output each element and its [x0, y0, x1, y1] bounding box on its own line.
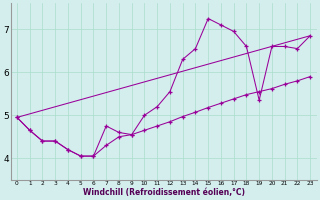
X-axis label: Windchill (Refroidissement éolien,°C): Windchill (Refroidissement éolien,°C): [83, 188, 244, 197]
